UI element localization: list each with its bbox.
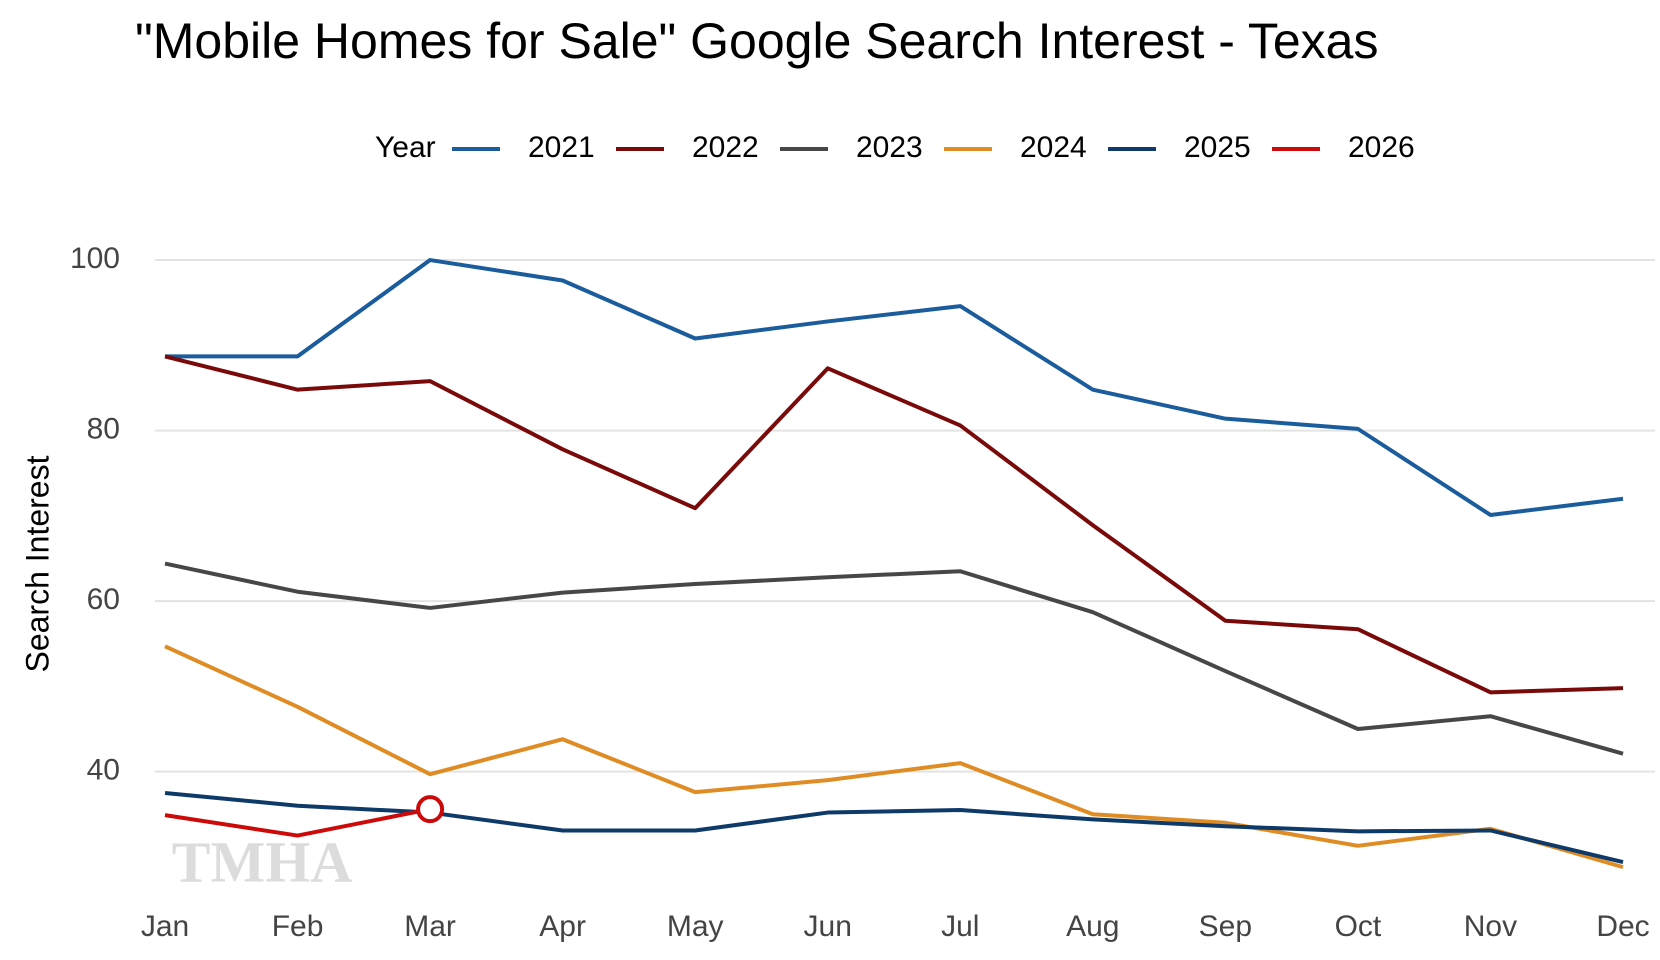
watermark: TMHA	[172, 829, 353, 894]
x-tick-label: May	[667, 910, 724, 943]
y-tick-label: 100	[70, 242, 120, 275]
legend-label: 2025	[1184, 131, 1251, 164]
series-line	[164, 354, 1624, 695]
x-tick-label: Jan	[141, 910, 189, 943]
legend-label: 2026	[1348, 131, 1415, 164]
current-point	[416, 795, 445, 824]
legend-title: Year	[375, 131, 436, 164]
x-tick-label: Mar	[404, 910, 456, 943]
x-tick-label: Aug	[1066, 910, 1119, 943]
legend-label: 2022	[692, 131, 759, 164]
y-axis-title: Search Interest	[19, 455, 55, 672]
series-line	[164, 561, 1624, 756]
x-tick-label: Nov	[1464, 910, 1517, 943]
y-tick-label: 60	[87, 583, 120, 616]
series-line	[165, 258, 1624, 517]
x-tick-label: Dec	[1596, 910, 1649, 943]
legend-label: 2023	[856, 131, 923, 164]
x-tick-label: Apr	[539, 910, 586, 943]
x-tick-label: Jun	[804, 910, 852, 943]
y-tick-label: 40	[87, 754, 120, 787]
chart-title: "Mobile Homes for Sale" Google Search In…	[135, 13, 1378, 69]
series-line	[164, 790, 1624, 864]
x-tick-label: Jul	[941, 910, 979, 943]
x-tick-label: Sep	[1199, 910, 1252, 943]
series-line	[164, 807, 431, 838]
y-tick-label: 80	[87, 413, 120, 446]
legend-label: 2024	[1020, 131, 1087, 164]
series-line	[164, 644, 1624, 870]
x-tick-label: Oct	[1335, 910, 1382, 943]
legend-label: 2021	[528, 131, 595, 164]
x-tick-label: Feb	[272, 910, 324, 943]
